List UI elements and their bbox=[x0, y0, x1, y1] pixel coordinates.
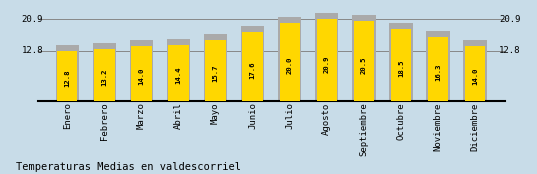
Bar bbox=[55, 45, 79, 101]
Text: 14.0: 14.0 bbox=[472, 68, 478, 85]
Text: 12.8: 12.8 bbox=[499, 46, 521, 55]
Bar bbox=[391, 29, 411, 101]
Text: 20.9: 20.9 bbox=[499, 15, 521, 24]
Bar bbox=[426, 31, 449, 101]
Bar bbox=[242, 32, 263, 101]
Bar bbox=[57, 51, 77, 101]
Bar bbox=[93, 44, 116, 101]
Text: 20.9: 20.9 bbox=[21, 15, 43, 24]
Text: 20.9: 20.9 bbox=[324, 55, 330, 73]
Bar bbox=[317, 19, 337, 101]
Bar bbox=[280, 23, 300, 101]
Bar bbox=[389, 23, 412, 101]
Text: 14.0: 14.0 bbox=[139, 68, 144, 85]
Bar bbox=[352, 15, 375, 101]
Text: 18.5: 18.5 bbox=[398, 60, 404, 77]
Text: 12.8: 12.8 bbox=[21, 46, 43, 55]
Bar bbox=[131, 46, 151, 101]
Bar bbox=[278, 17, 301, 101]
Bar bbox=[465, 46, 485, 101]
Bar bbox=[241, 26, 264, 101]
Text: 20.0: 20.0 bbox=[287, 57, 293, 74]
Bar bbox=[315, 13, 338, 101]
Bar bbox=[94, 49, 114, 101]
Text: 16.3: 16.3 bbox=[435, 64, 441, 81]
Bar bbox=[205, 39, 226, 101]
Text: 13.2: 13.2 bbox=[101, 69, 107, 86]
Bar bbox=[168, 45, 188, 101]
Text: Temperaturas Medias en valdescorriel: Temperaturas Medias en valdescorriel bbox=[16, 162, 241, 172]
Text: 20.5: 20.5 bbox=[361, 56, 367, 74]
Bar bbox=[130, 40, 153, 101]
Text: 12.8: 12.8 bbox=[64, 70, 70, 87]
Bar bbox=[204, 34, 227, 101]
Bar bbox=[354, 21, 374, 101]
Bar bbox=[428, 37, 448, 101]
Bar bbox=[463, 40, 487, 101]
Bar bbox=[167, 39, 190, 101]
Text: 15.7: 15.7 bbox=[213, 65, 219, 82]
Text: 17.6: 17.6 bbox=[250, 61, 256, 79]
Text: 14.4: 14.4 bbox=[176, 67, 182, 84]
